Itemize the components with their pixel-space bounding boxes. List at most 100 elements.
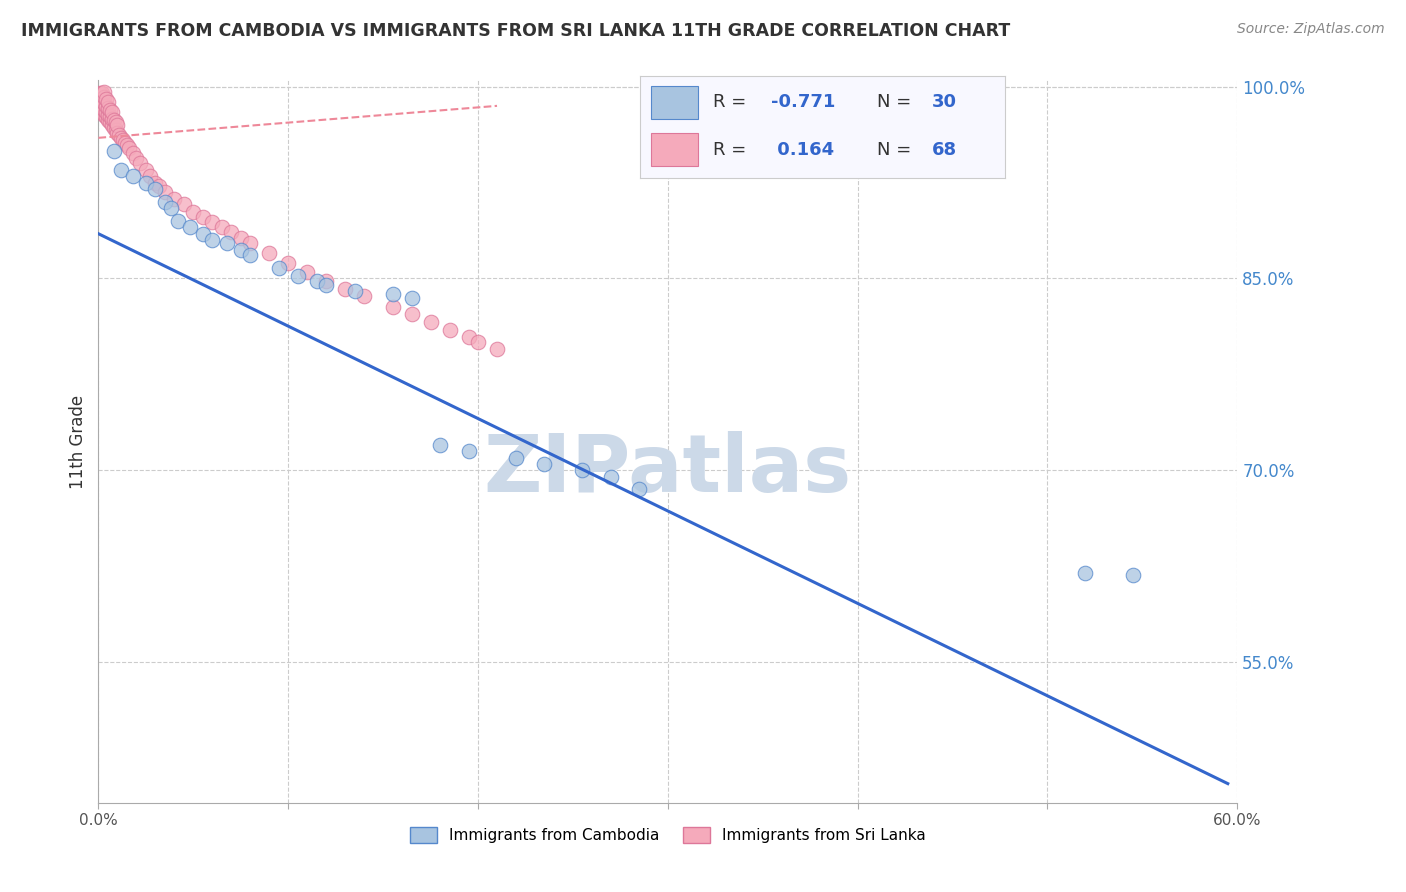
Point [121, 146, 143, 161]
Point [94, 93, 117, 107]
Point [159, 201, 181, 215]
Text: -0.771: -0.771 [772, 94, 835, 112]
Point [108, 128, 131, 143]
Bar [651, 87, 699, 119]
Point [114, 136, 136, 150]
Text: ZIPatlas: ZIPatlas [484, 432, 852, 509]
Point [600, 469, 623, 483]
Point [121, 169, 143, 184]
Point [138, 169, 160, 184]
Point [125, 151, 148, 165]
Point [486, 342, 509, 356]
Point [381, 300, 404, 314]
Point [533, 457, 555, 471]
Point [229, 230, 252, 244]
Point [571, 463, 593, 477]
Y-axis label: 11th Grade: 11th Grade [69, 394, 87, 489]
Point [401, 291, 423, 305]
Point [628, 483, 651, 497]
Point [93, 96, 115, 111]
Point [118, 141, 141, 155]
Point [94, 111, 117, 125]
Point [98, 109, 121, 123]
Point [305, 274, 328, 288]
Point [100, 105, 122, 120]
Point [104, 123, 127, 137]
Point [135, 162, 157, 177]
Point [457, 330, 479, 344]
Point [259, 246, 281, 260]
Point [100, 112, 122, 126]
Point [93, 85, 115, 99]
Point [179, 220, 201, 235]
Bar [651, 133, 699, 166]
Text: IMMIGRANTS FROM CAMBODIA VS IMMIGRANTS FROM SRI LANKA 11TH GRADE CORRELATION CHA: IMMIGRANTS FROM CAMBODIA VS IMMIGRANTS F… [21, 22, 1011, 40]
Point [343, 285, 366, 299]
Point [267, 261, 290, 276]
Point [98, 103, 121, 117]
Point [110, 162, 132, 177]
Point [100, 118, 122, 132]
Text: N =: N = [877, 141, 917, 159]
Point [381, 286, 404, 301]
Point [315, 277, 337, 292]
Point [93, 90, 115, 104]
Point [221, 226, 243, 240]
Point [297, 265, 319, 279]
Point [277, 256, 299, 270]
Text: Source: ZipAtlas.com: Source: ZipAtlas.com [1237, 22, 1385, 37]
Point [1074, 566, 1097, 580]
Point [239, 235, 262, 250]
Point [211, 220, 233, 235]
Point [287, 268, 309, 283]
Point [94, 99, 117, 113]
Point [163, 192, 186, 206]
Text: R =: R = [713, 141, 752, 159]
Point [103, 120, 125, 135]
Point [97, 95, 120, 109]
Point [98, 115, 121, 129]
Point [107, 118, 129, 132]
Point [505, 450, 527, 465]
Text: R =: R = [713, 94, 752, 112]
Point [115, 138, 138, 153]
Point [201, 215, 224, 229]
Point [145, 182, 167, 196]
Point [173, 197, 195, 211]
Point [167, 214, 190, 228]
Point [91, 105, 114, 120]
Point [183, 205, 205, 219]
Point [97, 112, 120, 127]
Point [97, 102, 120, 116]
Point [145, 176, 167, 190]
Point [103, 112, 125, 127]
Point [103, 144, 125, 158]
Point [94, 105, 117, 120]
Point [129, 156, 152, 170]
Point [191, 227, 214, 241]
Point [153, 185, 176, 199]
Point [439, 323, 461, 337]
Point [217, 235, 239, 250]
Point [89, 86, 111, 100]
Point [93, 108, 115, 122]
Point [112, 133, 135, 147]
Point [91, 99, 114, 113]
Text: N =: N = [877, 94, 917, 112]
Point [457, 444, 479, 458]
Point [201, 233, 224, 247]
Point [107, 126, 129, 140]
Point [315, 274, 337, 288]
Point [467, 335, 489, 350]
Point [353, 289, 375, 303]
Point [89, 93, 111, 107]
Point [91, 86, 114, 100]
Point [229, 244, 252, 258]
Point [104, 115, 127, 129]
Point [97, 108, 120, 122]
Point [401, 307, 423, 321]
Point [335, 282, 357, 296]
Text: 30: 30 [932, 94, 957, 112]
Legend: Immigrants from Cambodia, Immigrants from Sri Lanka: Immigrants from Cambodia, Immigrants fro… [404, 822, 932, 849]
Point [93, 103, 115, 117]
